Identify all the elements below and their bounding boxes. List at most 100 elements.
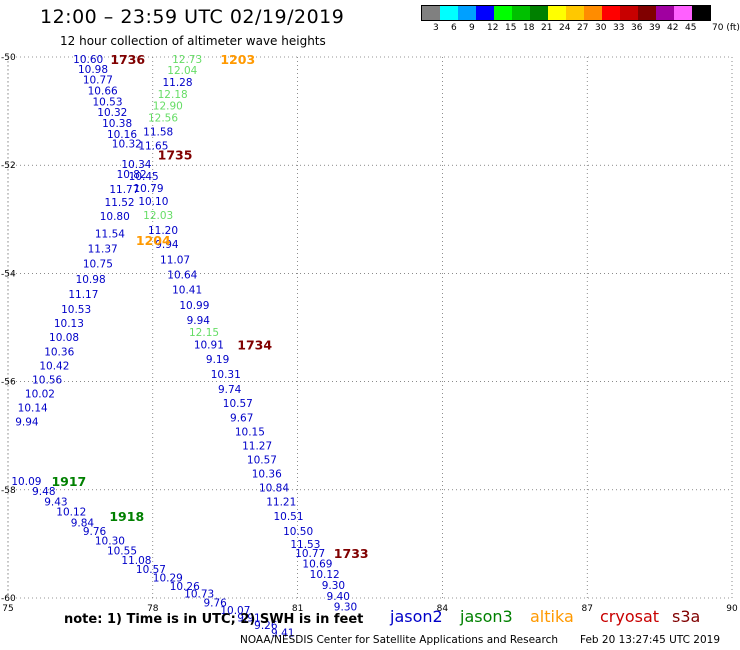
wave-height-label: 10.73 <box>184 589 214 601</box>
wave-height-label: 10.13 <box>54 318 84 330</box>
color-scale-label: 15 <box>505 23 517 33</box>
wave-height-label: 10.77 <box>83 75 113 87</box>
wave-height-label: 10.26 <box>170 581 200 593</box>
pass-time-label: 1736 <box>110 52 145 67</box>
color-scale-label: 36 <box>631 23 643 33</box>
lat-tick-label: -54 <box>1 269 16 279</box>
wave-height-label: 10.02 <box>25 389 55 401</box>
wave-height-label: 10.84 <box>259 483 289 495</box>
wave-height-label: 9.91 <box>237 612 260 624</box>
wave-height-label: 10.57 <box>247 455 277 467</box>
satellite-legend-item: jason2 <box>390 607 443 626</box>
wave-height-label: 10.82 <box>117 169 147 181</box>
wave-height-label: 10.55 <box>107 545 137 557</box>
wave-height-label: 11.27 <box>242 440 272 452</box>
lat-tick-label: -58 <box>1 486 16 496</box>
wave-height-label: 10.80 <box>100 211 130 223</box>
color-swatch <box>422 6 440 20</box>
color-swatch <box>566 6 584 20</box>
wave-height-label: 10.32 <box>97 107 127 119</box>
pass-time-label: 1204 <box>136 233 171 248</box>
wave-height-label: 10.34 <box>121 159 151 171</box>
color-scale-label: 24 <box>559 23 571 33</box>
wave-height-label: 12.15 <box>189 327 219 339</box>
color-swatch <box>638 6 656 20</box>
wave-height-label: 9.30 <box>322 580 345 592</box>
wave-height-label: 10.15 <box>235 426 265 438</box>
wave-height-label: 12.18 <box>158 89 188 101</box>
wave-height-label: 10.08 <box>49 332 79 344</box>
satellite-legend-item: s3a <box>672 607 701 626</box>
wave-height-label: 9.67 <box>230 412 253 424</box>
color-scale-label: 45 <box>685 23 697 33</box>
lat-tick-label: -50 <box>1 53 16 63</box>
pass-time-label: 1918 <box>109 509 144 524</box>
wave-height-label: 10.29 <box>153 572 183 584</box>
color-scale-unit: 70 (ft) <box>712 23 740 33</box>
timestamp-text: Feb 20 13:27:45 UTC 2019 <box>580 634 720 646</box>
wave-height-label: 10.09 <box>11 476 41 488</box>
wave-height-label: 11.58 <box>143 127 173 139</box>
color-swatch <box>494 6 512 20</box>
color-scale-label: 12 <box>487 23 499 33</box>
color-scale-label: 33 <box>613 23 625 33</box>
wave-height-label: 9.84 <box>71 517 95 529</box>
color-swatch <box>620 6 638 20</box>
wave-height-label: 11.21 <box>266 497 296 509</box>
pass-time-label: 1203 <box>220 52 255 67</box>
wave-height-label: 10.30 <box>95 536 125 548</box>
credit-text: NOAA/NESDIS Center for Satellite Applica… <box>240 634 558 646</box>
page-subtitle: 12 hour collection of altimeter wave hei… <box>60 34 326 48</box>
wave-height-label: 10.98 <box>78 64 108 76</box>
wave-height-label: 10.53 <box>92 96 122 108</box>
wave-height-label: 10.99 <box>179 300 209 312</box>
wave-height-label: 9.94 <box>15 417 39 429</box>
wave-height-label: 10.45 <box>129 171 159 183</box>
wave-height-label: 9.76 <box>83 526 107 538</box>
color-scale-label: 30 <box>595 23 607 33</box>
color-scale-label: 18 <box>523 23 535 33</box>
wave-height-label: 10.60 <box>73 54 103 66</box>
wave-height-label: 10.31 <box>211 369 241 381</box>
wave-height-label: 10.98 <box>76 274 106 286</box>
wave-height-label: 10.14 <box>18 403 48 415</box>
wave-height-label: 9.19 <box>206 354 229 366</box>
wave-height-label: 11.52 <box>105 197 135 209</box>
wave-height-label: 11.20 <box>148 225 178 237</box>
wave-height-label: 10.51 <box>273 511 303 523</box>
wave-height-label: 12.56 <box>148 113 178 125</box>
wave-height-label: 10.12 <box>310 569 340 581</box>
color-scale-label: 3 <box>433 23 439 33</box>
wave-height-label: 10.64 <box>167 269 197 281</box>
wave-height-label: 9.74 <box>218 384 242 396</box>
lon-tick-label: 78 <box>147 604 159 614</box>
lat-tick-label: -52 <box>1 161 16 171</box>
wave-height-label: 10.41 <box>172 285 202 297</box>
color-swatch <box>584 6 602 20</box>
wave-height-label: 10.07 <box>220 605 250 617</box>
color-swatch <box>530 6 548 20</box>
color-swatch <box>656 6 674 20</box>
lon-tick-label: 90 <box>726 604 738 614</box>
wave-height-label: 10.36 <box>252 469 282 481</box>
color-swatch <box>458 6 476 20</box>
wave-height-label: 9.30 <box>334 602 357 614</box>
wave-height-label: 10.79 <box>133 183 163 195</box>
color-scale-bar <box>421 5 711 21</box>
wave-height-label: 11.28 <box>162 77 192 89</box>
wave-height-label: 11.77 <box>109 184 139 196</box>
wave-height-label: 9.40 <box>327 591 350 603</box>
wave-height-label: 10.16 <box>107 129 137 141</box>
wave-height-label: 10.38 <box>102 118 132 130</box>
wave-height-label: 10.57 <box>136 564 166 576</box>
lon-tick-label: 87 <box>581 604 592 614</box>
page-title: 12:00 – 23:59 UTC 02/19/2019 <box>40 6 345 28</box>
wave-height-label: 10.91 <box>194 339 224 351</box>
wave-height-label: 11.54 <box>95 228 125 240</box>
wave-height-label: 9.94 <box>187 315 211 327</box>
color-swatch <box>674 6 692 20</box>
wave-height-label: 11.53 <box>290 539 320 551</box>
satellite-legend-item: jason3 <box>460 607 513 626</box>
wave-height-label: 10.56 <box>32 374 62 386</box>
